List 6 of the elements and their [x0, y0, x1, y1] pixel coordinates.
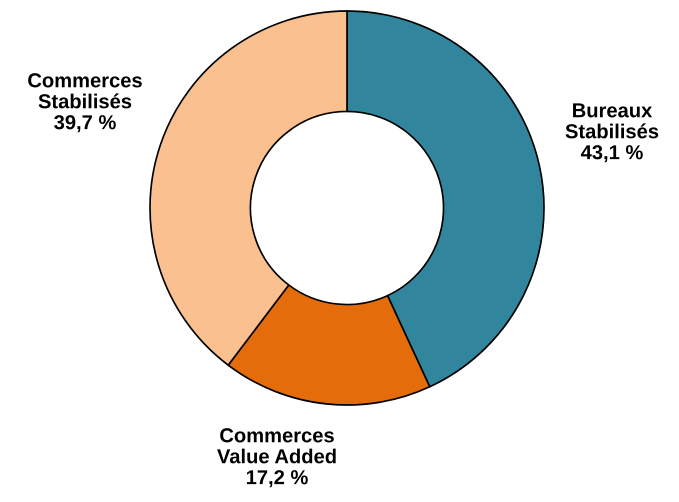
slice-label: Commerces Value Added — [217, 428, 336, 464]
slice-label: Commerces Stabilisés — [28, 73, 142, 108]
data-label: 43,1 % — [580, 145, 643, 162]
data-label: 39,7 % — [54, 115, 116, 132]
data-label: 17,2 % — [246, 470, 308, 488]
slice-label: Bureaux Stabilisés — [566, 103, 658, 138]
